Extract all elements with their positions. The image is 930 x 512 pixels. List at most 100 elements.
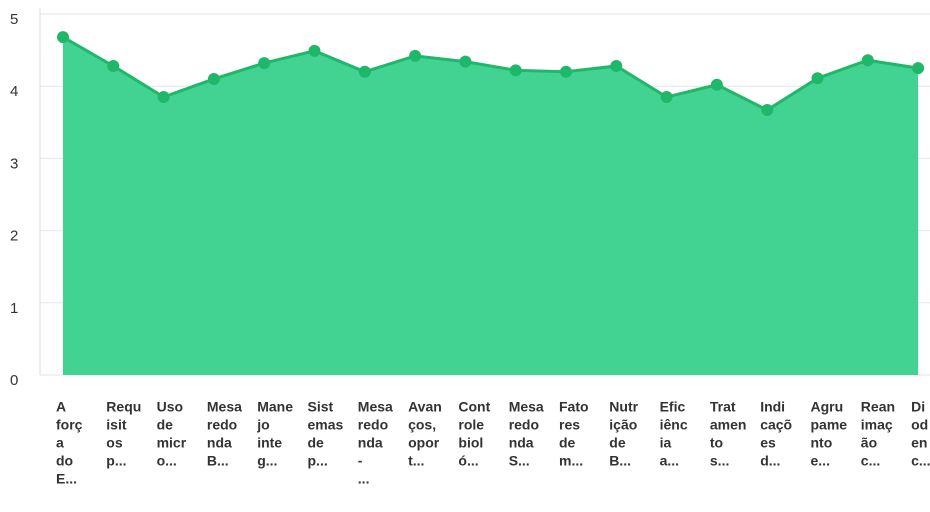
point [861, 54, 874, 67]
x-tick-label: S... [509, 453, 530, 469]
x-tick-label: en [911, 435, 927, 451]
x-tick-label: s... [710, 453, 729, 469]
x-tick-label: caçõ [760, 417, 792, 433]
point [107, 59, 120, 72]
point [912, 62, 925, 75]
x-tick-label: Efic [660, 399, 686, 415]
x-tick-label: iênc [660, 417, 688, 433]
x-tick-label: od [911, 417, 928, 433]
x-tick-label: Rean [861, 399, 895, 415]
x-tick-label: ... [358, 471, 370, 487]
y-tick-label: 2 [10, 228, 18, 245]
x-tick-label: - [358, 453, 363, 469]
point [710, 78, 723, 91]
x-tick-label: ição [609, 417, 637, 433]
x-tick-label: Indi [760, 399, 785, 415]
x-tick-label: a [56, 435, 64, 451]
x-tick-label: ços, [408, 417, 436, 433]
point [157, 91, 170, 104]
x-tick-label: Fato [559, 399, 589, 415]
x-tick-label: redo [358, 417, 388, 433]
x-tick-label: emas [308, 417, 344, 433]
x-tick-label: role [458, 417, 484, 433]
x-tick-label: amen [710, 417, 747, 433]
x-tick-label: nda [207, 435, 232, 451]
point [610, 59, 623, 72]
x-tick-label: A [56, 399, 66, 415]
x-tick-label: Nutr [609, 399, 638, 415]
x-tick-label: de [609, 435, 626, 451]
x-tick-label: de [157, 417, 174, 433]
x-tick-label: to [710, 435, 723, 451]
point [660, 91, 673, 104]
point [761, 104, 774, 117]
x-tick-label: de [308, 435, 325, 451]
x-tick-label: micr [157, 435, 187, 451]
point [207, 72, 220, 85]
x-tick-label: opor [408, 435, 440, 451]
x-tick-label: ia [660, 435, 672, 451]
x-tick-label: d... [760, 453, 780, 469]
x-tick-label: Mane [257, 399, 293, 415]
x-tick-label: de [559, 435, 576, 451]
x-tick-label: os [106, 435, 123, 451]
x-tick-label: jo [256, 417, 269, 433]
y-tick-label: 0 [10, 372, 18, 389]
x-tick-label: redo [207, 417, 237, 433]
x-tick-label: nto [811, 435, 833, 451]
line [62, 35, 919, 112]
x-tick-label: ão [861, 435, 877, 451]
x-tick-label: o... [157, 453, 177, 469]
point [57, 31, 69, 44]
x-tick-label: a... [660, 453, 679, 469]
x-tick-label: res [559, 417, 580, 433]
x-tick-label: nda [358, 435, 383, 451]
x-tick-label: Agru [811, 399, 844, 415]
x-tick-label: Mesa [207, 399, 242, 415]
x-tick-label: c... [861, 453, 880, 469]
x-tick-label: redo [509, 417, 539, 433]
point [459, 55, 472, 68]
x-tick-label: t... [408, 453, 424, 469]
x-tick-label: Uso [157, 399, 183, 415]
x-tick-label: p... [106, 453, 126, 469]
x-tick-label: nda [509, 435, 534, 451]
x-tick-label: inte [257, 435, 282, 451]
point [409, 49, 422, 62]
x-tick-label: Requ [106, 399, 141, 415]
x-tick-label: E... [56, 471, 77, 487]
x-tick-label: m... [559, 453, 583, 469]
x-tick-label: forç [56, 417, 83, 433]
x-tick-label: B... [207, 453, 229, 469]
x-tick-label: ó... [458, 453, 478, 469]
x-tick-label: Avan [408, 399, 442, 415]
area [63, 37, 919, 375]
point [560, 65, 572, 78]
x-tick-label: isit [106, 417, 127, 433]
point [509, 64, 522, 77]
point [811, 72, 824, 85]
x-tick-label: es [760, 435, 776, 451]
x-tick-label: e... [811, 453, 830, 469]
x-tick-label: p... [308, 453, 328, 469]
y-tick-label: 1 [10, 300, 18, 317]
y-tick-label: 5 [10, 11, 18, 28]
x-tick-label: c... [911, 453, 930, 469]
x-tick-label: Cont [458, 399, 490, 415]
x-tick-label: Sist [308, 399, 334, 415]
x-tick-label: Trat [710, 399, 736, 415]
point [258, 57, 271, 70]
x-tick-label: imaç [861, 417, 893, 433]
x-tick-label: Di [911, 399, 925, 415]
x-tick-label: Mesa [358, 399, 393, 415]
x-tick-label: B... [609, 453, 631, 469]
x-tick-label: g... [257, 453, 277, 469]
x-tick-label: do [56, 453, 73, 469]
point [308, 44, 321, 57]
x-tick-label: pame [811, 417, 848, 433]
y-tick-label: 3 [10, 155, 18, 172]
y-tick-label: 4 [10, 83, 18, 100]
point [358, 65, 371, 78]
x-tick-label: Mesa [509, 399, 544, 415]
